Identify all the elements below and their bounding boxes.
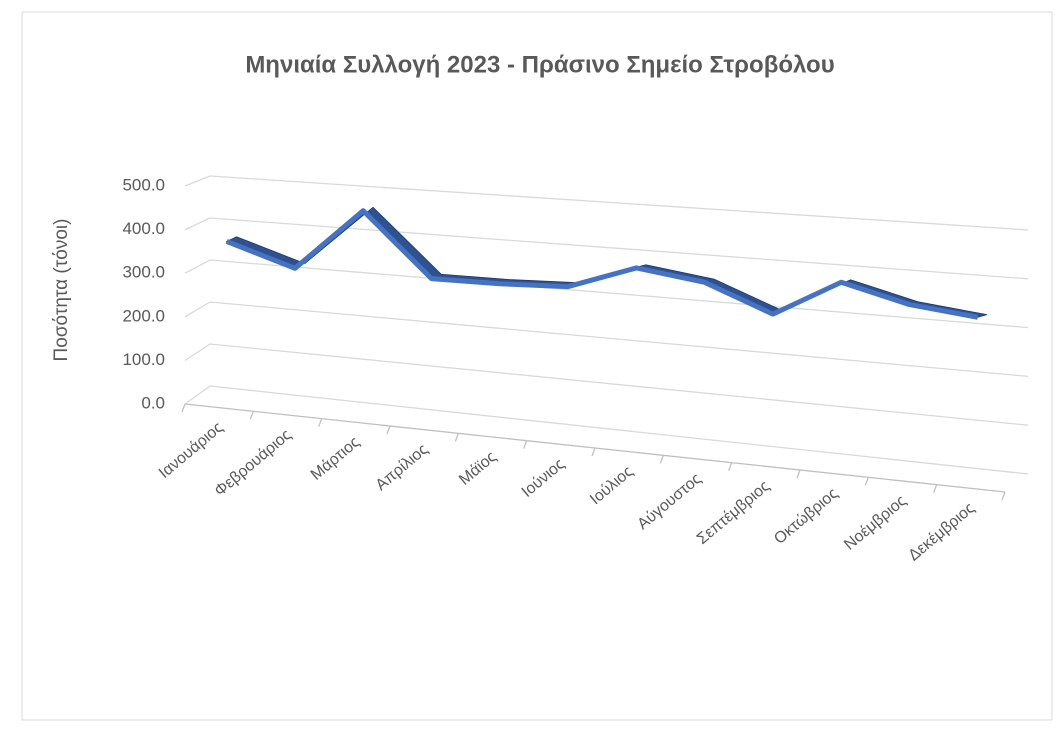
y-axis-title: Ποσότητα (τόνοι) <box>51 219 72 362</box>
y-tick-label: 200.0 <box>122 306 165 325</box>
x-tick <box>933 484 938 493</box>
x-tick <box>659 455 664 464</box>
x-tick <box>249 411 254 420</box>
grid-line <box>184 385 1029 475</box>
x-tick <box>181 403 186 413</box>
grid-line <box>184 343 1029 426</box>
x-tick <box>864 477 869 486</box>
chart-border <box>21 11 1053 721</box>
x-tick <box>1001 491 1006 501</box>
chart-title: Μηνιαία Συλλογή 2023 - Πράσινο Σημείο Στ… <box>245 51 834 78</box>
y-tick-label: 500.0 <box>122 175 165 194</box>
grid-line <box>184 301 1029 378</box>
y-tick-label: 0.0 <box>141 393 165 412</box>
line <box>225 208 979 320</box>
x-tick <box>523 440 528 449</box>
x-tick <box>796 469 801 479</box>
x-tick <box>386 425 391 435</box>
x-tick <box>591 447 596 457</box>
y-tick-label: 300.0 <box>122 263 165 282</box>
x-tick <box>728 462 733 471</box>
x-tick <box>454 433 459 442</box>
y-tick-label: 400.0 <box>122 219 165 238</box>
grid-line <box>184 175 1029 231</box>
y-tick-label: 100.0 <box>122 350 165 369</box>
x-tick <box>318 418 323 427</box>
grid-line <box>184 217 1029 280</box>
